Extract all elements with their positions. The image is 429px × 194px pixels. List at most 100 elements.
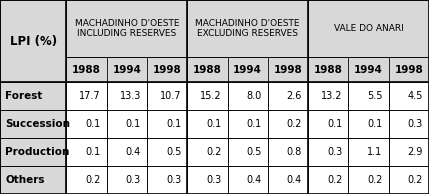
Bar bbox=[107, 166, 147, 194]
Text: 0.1: 0.1 bbox=[247, 119, 262, 129]
Bar bbox=[389, 138, 429, 166]
Text: LPI (%): LPI (%) bbox=[10, 35, 57, 48]
Text: 0.1: 0.1 bbox=[327, 119, 342, 129]
Text: 0.1: 0.1 bbox=[367, 119, 383, 129]
Bar bbox=[107, 110, 147, 138]
Bar bbox=[308, 110, 348, 138]
Text: 0.3: 0.3 bbox=[166, 175, 181, 185]
Text: Others: Others bbox=[5, 175, 45, 185]
Text: 1988: 1988 bbox=[193, 65, 222, 75]
Text: 0.3: 0.3 bbox=[206, 175, 221, 185]
Bar bbox=[187, 82, 228, 110]
Bar bbox=[228, 82, 268, 110]
Text: 1994: 1994 bbox=[233, 65, 262, 75]
Text: 1998: 1998 bbox=[395, 65, 423, 75]
Text: 0.1: 0.1 bbox=[85, 147, 101, 157]
Text: MACHADINHO D'OESTE
INCLUDING RESERVES: MACHADINHO D'OESTE INCLUDING RESERVES bbox=[75, 19, 179, 38]
Text: 1988: 1988 bbox=[314, 65, 343, 75]
Bar bbox=[308, 0, 429, 57]
Text: Forest: Forest bbox=[5, 91, 43, 101]
Bar bbox=[389, 166, 429, 194]
Text: 0.5: 0.5 bbox=[166, 147, 181, 157]
Bar bbox=[147, 57, 187, 82]
Bar bbox=[187, 57, 228, 82]
Bar bbox=[0, 0, 66, 82]
Text: 1994: 1994 bbox=[112, 65, 141, 75]
Bar bbox=[348, 110, 389, 138]
Bar bbox=[187, 0, 308, 57]
Bar bbox=[308, 166, 348, 194]
Bar bbox=[66, 57, 107, 82]
Text: 0.4: 0.4 bbox=[126, 147, 141, 157]
Text: 1998: 1998 bbox=[274, 65, 302, 75]
Bar bbox=[308, 138, 348, 166]
Text: 0.2: 0.2 bbox=[408, 175, 423, 185]
Text: 0.1: 0.1 bbox=[126, 119, 141, 129]
Bar bbox=[389, 82, 429, 110]
Bar bbox=[66, 166, 107, 194]
Text: 0.1: 0.1 bbox=[166, 119, 181, 129]
Bar bbox=[268, 57, 308, 82]
Text: 8.0: 8.0 bbox=[247, 91, 262, 101]
Bar bbox=[268, 82, 308, 110]
Bar bbox=[147, 82, 187, 110]
Text: 15.2: 15.2 bbox=[200, 91, 221, 101]
Text: MACHADINHO D'OESTE
EXCLUDING RESERVES: MACHADINHO D'OESTE EXCLUDING RESERVES bbox=[196, 19, 300, 38]
Bar bbox=[0, 110, 66, 138]
Text: 1998: 1998 bbox=[153, 65, 181, 75]
Text: 0.2: 0.2 bbox=[367, 175, 383, 185]
Bar bbox=[228, 57, 268, 82]
Bar bbox=[147, 166, 187, 194]
Text: 0.3: 0.3 bbox=[126, 175, 141, 185]
Bar bbox=[348, 138, 389, 166]
Bar bbox=[0, 166, 66, 194]
Bar bbox=[66, 0, 187, 57]
Bar bbox=[66, 82, 107, 110]
Text: 13.3: 13.3 bbox=[120, 91, 141, 101]
Bar bbox=[389, 110, 429, 138]
Bar bbox=[228, 110, 268, 138]
Text: 0.4: 0.4 bbox=[287, 175, 302, 185]
Text: 0.5: 0.5 bbox=[247, 147, 262, 157]
Text: Production: Production bbox=[5, 147, 69, 157]
Bar bbox=[0, 138, 66, 166]
Bar bbox=[228, 138, 268, 166]
Text: 13.2: 13.2 bbox=[321, 91, 342, 101]
Bar bbox=[66, 138, 107, 166]
Text: VALE DO ANARI: VALE DO ANARI bbox=[334, 24, 403, 33]
Text: Succession: Succession bbox=[5, 119, 70, 129]
Bar bbox=[348, 82, 389, 110]
Bar bbox=[187, 166, 228, 194]
Bar bbox=[228, 166, 268, 194]
Text: 1994: 1994 bbox=[354, 65, 383, 75]
Text: 0.4: 0.4 bbox=[247, 175, 262, 185]
Bar bbox=[348, 57, 389, 82]
Bar bbox=[0, 82, 66, 110]
Bar bbox=[308, 82, 348, 110]
Text: 0.2: 0.2 bbox=[327, 175, 342, 185]
Bar bbox=[107, 82, 147, 110]
Bar bbox=[268, 138, 308, 166]
Bar bbox=[66, 110, 107, 138]
Text: 0.8: 0.8 bbox=[287, 147, 302, 157]
Text: 17.7: 17.7 bbox=[79, 91, 101, 101]
Text: 0.2: 0.2 bbox=[85, 175, 101, 185]
Text: 10.7: 10.7 bbox=[160, 91, 181, 101]
Text: 0.2: 0.2 bbox=[287, 119, 302, 129]
Bar bbox=[187, 138, 228, 166]
Text: 0.2: 0.2 bbox=[206, 147, 221, 157]
Bar bbox=[107, 138, 147, 166]
Text: 2.6: 2.6 bbox=[287, 91, 302, 101]
Bar bbox=[107, 57, 147, 82]
Bar bbox=[268, 110, 308, 138]
Text: 0.3: 0.3 bbox=[327, 147, 342, 157]
Text: 0.3: 0.3 bbox=[408, 119, 423, 129]
Text: 0.1: 0.1 bbox=[206, 119, 221, 129]
Text: 4.5: 4.5 bbox=[408, 91, 423, 101]
Text: 5.5: 5.5 bbox=[367, 91, 383, 101]
Text: 0.1: 0.1 bbox=[85, 119, 101, 129]
Text: 1.1: 1.1 bbox=[367, 147, 383, 157]
Bar bbox=[348, 166, 389, 194]
Bar bbox=[389, 57, 429, 82]
Bar bbox=[187, 110, 228, 138]
